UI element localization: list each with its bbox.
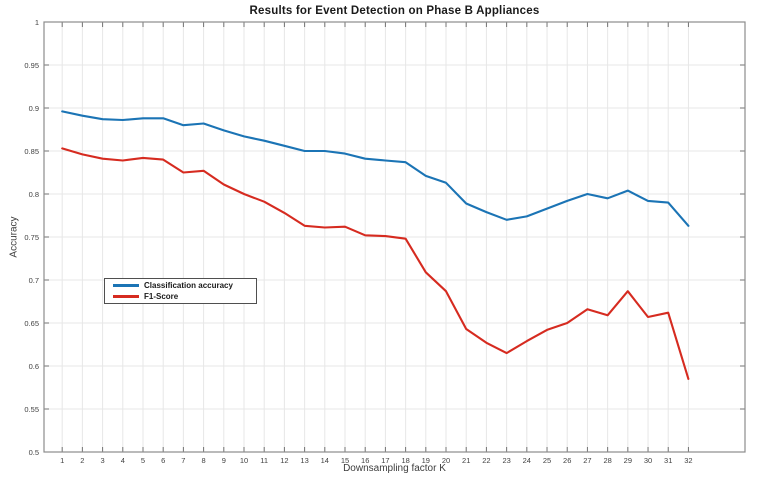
y-tick-label: 0.5 — [29, 448, 39, 457]
x-tick-label: 24 — [523, 456, 531, 465]
x-tick-label: 7 — [181, 456, 185, 465]
x-tick-label: 11 — [260, 456, 268, 465]
x-tick-label: 2 — [80, 456, 84, 465]
x-tick-label: 1 — [60, 456, 64, 465]
x-tick-label: 15 — [341, 456, 349, 465]
chart-title: Results for Event Detection on Phase B A… — [249, 5, 540, 17]
y-tick-label: 0.65 — [24, 319, 39, 328]
legend: Classification accuracy F1-Score — [104, 278, 257, 304]
x-tick-label: 30 — [644, 456, 652, 465]
x-tick-label: 10 — [240, 456, 248, 465]
legend-line-swatch-blue — [113, 284, 139, 287]
y-tick-label: 0.8 — [29, 190, 39, 199]
ticks-group — [44, 21, 745, 453]
x-tick-label: 3 — [100, 456, 104, 465]
legend-label-f1-score: F1-Score — [144, 292, 179, 301]
x-tick-label: 5 — [141, 456, 145, 465]
x-tick-label: 31 — [664, 456, 672, 465]
x-tick-label: 26 — [563, 456, 571, 465]
x-tick-label: 32 — [684, 456, 692, 465]
legend-line-swatch-red — [113, 295, 139, 298]
x-tick-label: 17 — [381, 456, 389, 465]
x-tick-label: 6 — [161, 456, 165, 465]
y-tick-label: 1 — [35, 18, 39, 27]
legend-item-classification-accuracy: Classification accuracy — [105, 281, 256, 290]
x-tick-label: 14 — [321, 456, 329, 465]
y-tick-label: 0.55 — [24, 405, 39, 414]
x-tick-label: 29 — [624, 456, 632, 465]
x-tick-label: 12 — [280, 456, 288, 465]
y-tick-label: 0.7 — [29, 276, 39, 285]
legend-label-classification-accuracy: Classification accuracy — [144, 281, 233, 290]
x-tick-label: 28 — [603, 456, 611, 465]
series-line-classification-accuracy — [61, 110, 690, 227]
x-axis-label: Downsampling factor K — [343, 463, 446, 474]
tick-labels-group: 1 2 3 4 5 6 7 8 9 10 11 12 13 14 15 16 17 18 19 20 21 22 23 24 2… — [24, 18, 692, 465]
y-tick-label: 0.6 — [29, 362, 39, 371]
x-tick-label: 27 — [583, 456, 591, 465]
x-tick-label: 4 — [121, 456, 125, 465]
y-tick-label: 0.75 — [24, 233, 39, 242]
y-tick-label: 0.9 — [29, 104, 39, 113]
x-tick-label: 21 — [462, 456, 470, 465]
x-tick-label: 22 — [482, 456, 490, 465]
x-tick-label: 16 — [361, 456, 369, 465]
x-tick-label: 25 — [543, 456, 551, 465]
legend-item-f1-score: F1-Score — [105, 292, 256, 301]
x-tick-label: 9 — [222, 456, 226, 465]
x-tick-label: 19 — [422, 456, 430, 465]
x-tick-label: 18 — [401, 456, 409, 465]
y-tick-label: 0.85 — [24, 147, 39, 156]
x-tick-label: 8 — [202, 456, 206, 465]
plot-border — [43, 21, 746, 453]
series-lines-group — [61, 110, 690, 380]
series-line-f1-score — [61, 147, 690, 380]
x-tick-label: 23 — [502, 456, 510, 465]
x-tick-label: 20 — [442, 456, 450, 465]
y-axis-label: Accuracy — [8, 216, 20, 258]
x-tick-label: 13 — [300, 456, 308, 465]
gridlines-group — [44, 22, 745, 452]
y-tick-label: 0.95 — [24, 61, 39, 70]
